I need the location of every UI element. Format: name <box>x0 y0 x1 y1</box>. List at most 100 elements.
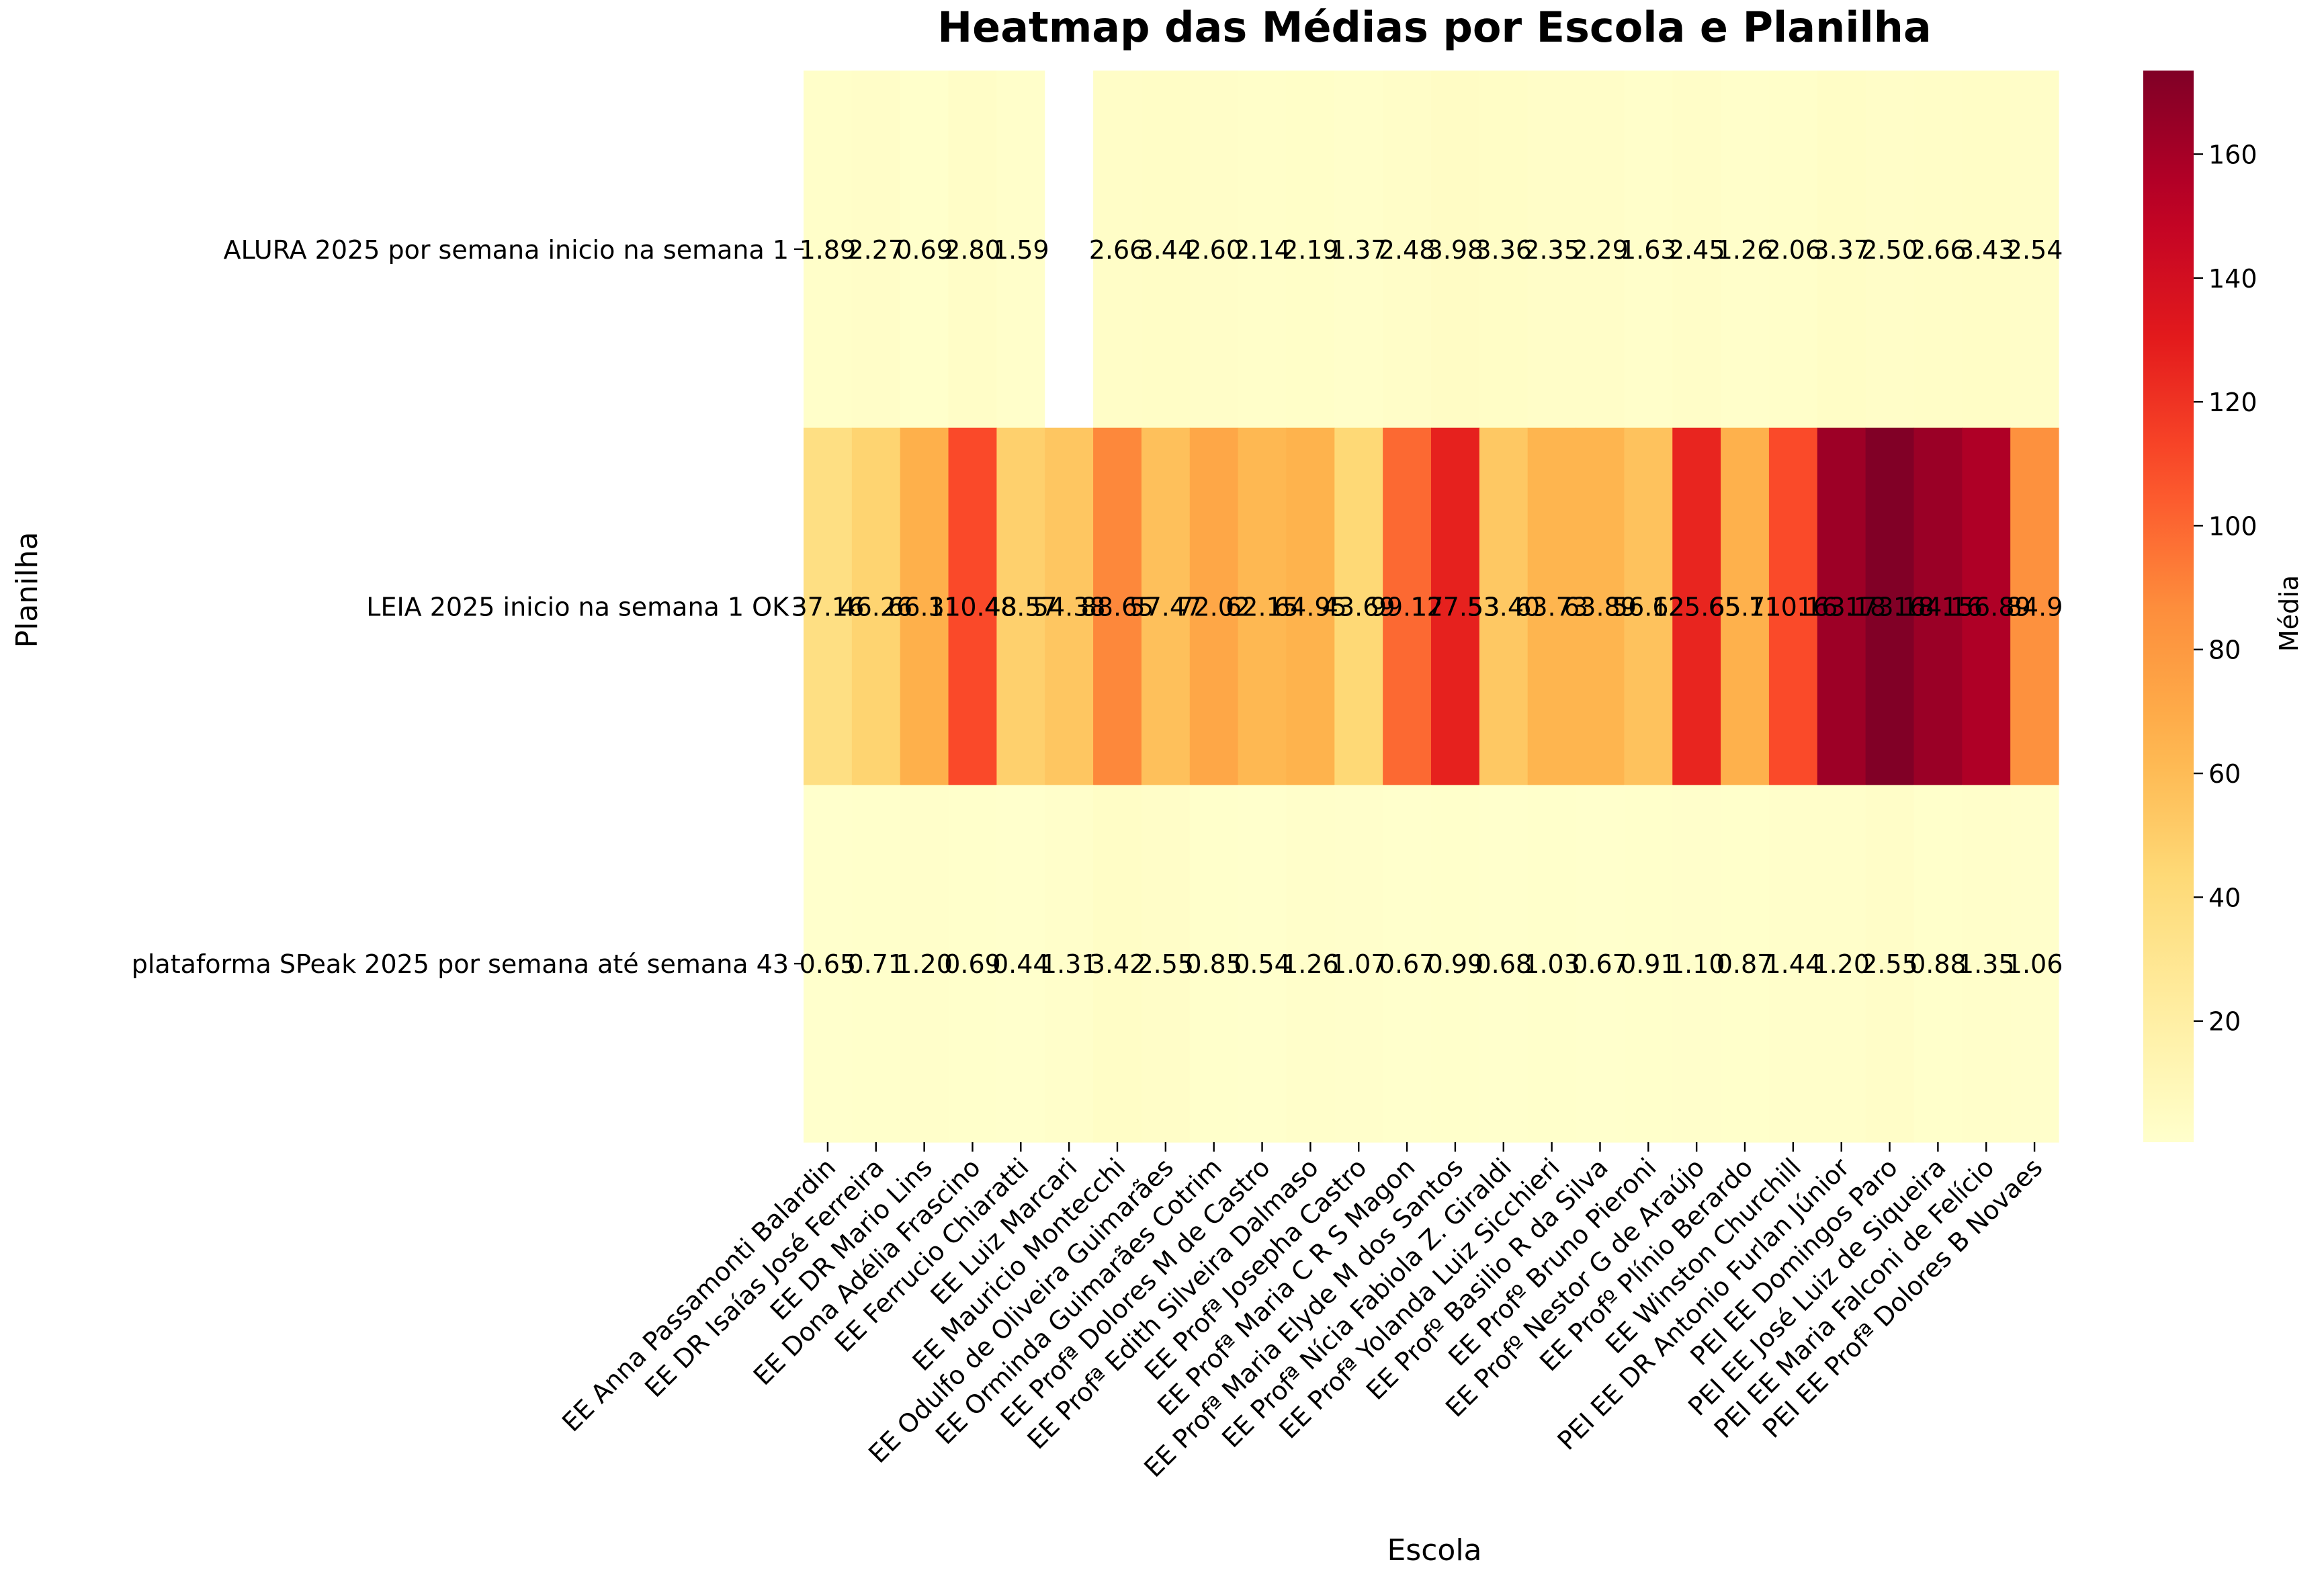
heatmap-cell <box>900 427 949 785</box>
heatmap-cell <box>996 71 1045 429</box>
y-tick-label: ALURA 2025 por semana inicio na semana 1 <box>224 235 789 265</box>
heatmap-cell <box>1962 71 2011 429</box>
cell-value-label: 0.67 <box>1572 949 1629 979</box>
cell-value-label: 2.80 <box>944 235 1001 265</box>
heatmap-cell <box>1817 785 1866 1143</box>
heatmap-cell <box>1334 71 1383 429</box>
colorbar-tick-label: 40 <box>2208 883 2241 912</box>
cell-value-label: 156.89 <box>1942 593 2031 622</box>
cell-value-label: 163.18 <box>1797 593 1886 622</box>
heatmap-cell <box>1527 427 1577 785</box>
heatmap-cell <box>1334 427 1383 785</box>
cell-value-label: 62.15 <box>1225 593 1299 622</box>
cell-value-label: 3.43 <box>1958 235 2015 265</box>
heatmap-cell <box>1141 427 1191 785</box>
cell-value-label: 127.53 <box>1410 593 1500 622</box>
heatmap-cell <box>1721 427 1770 785</box>
heatmap-cell <box>1576 71 1625 429</box>
heatmap-cell <box>1672 427 1721 785</box>
cell-value-label: 2.55 <box>1137 949 1194 979</box>
cell-value-label: 0.99 <box>1427 949 1484 979</box>
colorbar-tick-label: 120 <box>2208 388 2257 417</box>
heatmap-cell <box>1093 427 1142 785</box>
heatmap-cell <box>1141 785 1191 1143</box>
y-axis: ALURA 2025 por semana inicio na semana 1… <box>132 235 804 979</box>
cell-value-label: 0.54 <box>1234 949 1291 979</box>
y-tick-label: plataforma SPeak 2025 por semana até sem… <box>132 949 789 979</box>
cell-value-label: 54.38 <box>1033 593 1106 622</box>
heatmap-cell <box>2010 427 2059 785</box>
colorbar-tick-label: 60 <box>2208 759 2241 789</box>
cell-value-label: 56.62 <box>1612 593 1685 622</box>
cell-value-label: 1.26 <box>1717 235 1774 265</box>
cell-value-label: 2.48 <box>1379 235 1436 265</box>
cell-value-label: 53.40 <box>1467 593 1540 622</box>
heatmap-cell <box>1045 785 1094 1143</box>
heatmap-cell <box>804 427 853 785</box>
heatmap-cell <box>1141 71 1191 429</box>
heatmap-cell <box>1962 785 2011 1143</box>
cell-value-label: 2.14 <box>1234 235 1291 265</box>
heatmap-cell <box>1721 71 1770 429</box>
heatmap-cell <box>996 427 1045 785</box>
heatmap-cell <box>1383 71 1432 429</box>
colorbar: 20 40 60 80 100 120 140 160 <box>2143 71 2257 1142</box>
heatmap-cell <box>1238 71 1287 429</box>
cell-value-label: 0.67 <box>1379 949 1436 979</box>
cell-value-label: 2.27 <box>847 235 904 265</box>
heatmap-cell <box>1913 71 1963 429</box>
heatmap-cell <box>1189 427 1239 785</box>
heatmap-cell <box>1624 785 1673 1143</box>
heatmap-cell <box>900 71 949 429</box>
heatmap-cell <box>1913 785 1963 1143</box>
heatmap-cell <box>996 785 1045 1143</box>
heatmap-cell <box>1768 71 1818 429</box>
heatmap-cell <box>1431 71 1480 429</box>
cell-value-label: 1.44 <box>1764 949 1821 979</box>
heatmap-cell <box>851 427 901 785</box>
cell-value-label: 2.66 <box>1909 235 1967 265</box>
heatmap-cell <box>1189 71 1239 429</box>
cell-value-label: 46.26 <box>839 593 912 622</box>
cell-value-label: 1.59 <box>992 235 1049 265</box>
cell-value-label: 125.65 <box>1652 593 1741 622</box>
cell-value-label: 0.71 <box>847 949 904 979</box>
heatmap-cell <box>1962 427 2011 785</box>
cell-value-label: 63.89 <box>1563 593 1637 622</box>
heatmap-cell <box>948 71 997 429</box>
heatmap-cell <box>1093 71 1142 429</box>
heatmap-cell <box>948 785 997 1143</box>
heatmap-cell <box>1721 785 1770 1143</box>
colorbar-label: Média <box>2274 575 2304 652</box>
colorbar-gradient <box>2143 71 2194 1142</box>
cell-value-label: 2.54 <box>2006 235 2063 265</box>
heatmap-cell <box>1817 71 1866 429</box>
y-axis-label: Planilha <box>10 532 44 648</box>
cell-value-label: 0.91 <box>1620 949 1677 979</box>
cell-value-label: 99.17 <box>1371 593 1444 622</box>
heatmap-cell <box>1865 427 1915 785</box>
heatmap-cell <box>1479 71 1529 429</box>
heatmap-cell <box>1768 427 1818 785</box>
cell-value-label: 173.18 <box>1845 593 1934 622</box>
cell-value-label: 0.68 <box>1475 949 1532 979</box>
colorbar-tick-label: 80 <box>2208 636 2241 665</box>
cell-value-label: 0.85 <box>1185 949 1242 979</box>
heatmap-cell <box>1383 427 1432 785</box>
colorbar-tick-label: 100 <box>2208 511 2257 541</box>
heatmap-cell <box>1865 785 1915 1143</box>
chart-title: Heatmap das Médias por Escola e Planilha <box>937 3 1931 52</box>
cell-value-label: 3.36 <box>1475 235 1532 265</box>
cell-value-label: 2.45 <box>1668 235 1725 265</box>
heatmap-cell <box>1527 785 1577 1143</box>
cell-value-label: 66.31 <box>888 593 961 622</box>
cell-value-label: 2.55 <box>1861 949 1918 979</box>
heatmap-cell <box>1672 71 1721 429</box>
heatmap-cell <box>1865 71 1915 429</box>
cell-value-label: 1.89 <box>800 235 857 265</box>
heatmap-cell <box>1286 71 1335 429</box>
cell-value-label: 65.71 <box>1709 593 1782 622</box>
cell-value-label: 164.16 <box>1893 593 1983 622</box>
cell-value-label: 1.26 <box>1282 949 1339 979</box>
